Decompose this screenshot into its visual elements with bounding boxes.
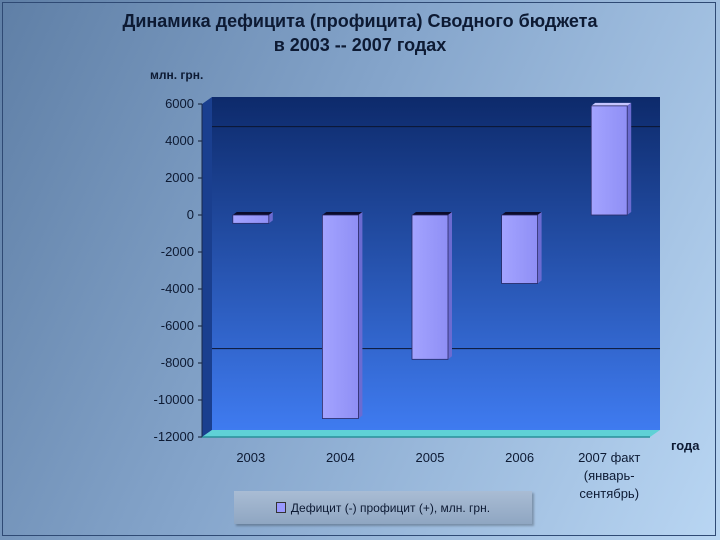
y-tick-label: -2000	[161, 244, 194, 259]
bar-side-face	[358, 212, 363, 419]
y-tick-label: -12000	[154, 429, 194, 444]
bar	[321, 212, 363, 419]
x-tick-label: 2005	[416, 450, 445, 465]
bar-top-face	[591, 102, 632, 106]
legend-swatch	[275, 502, 286, 513]
bar-front-face	[590, 105, 628, 216]
bar-top-face	[232, 212, 273, 215]
x-tick-label: сентябрь)	[579, 486, 639, 501]
y-tick-label: 2000	[165, 170, 194, 185]
x-tick-label: 2007 факт	[578, 450, 640, 465]
chart-title-line1: Динамика дефицита (профицита) Сводного б…	[122, 11, 598, 31]
bar-top-face	[501, 212, 542, 215]
plot-floor	[202, 430, 660, 437]
x-tick-label: 2003	[236, 450, 265, 465]
x-tick-label: 2006	[505, 450, 534, 465]
y-axis-unit-label: млн. грн.	[150, 68, 204, 82]
bar-front-face	[232, 214, 270, 224]
bar-front-face	[411, 214, 449, 360]
y-tick-label: -4000	[161, 281, 194, 296]
legend: Дефицит (-) профицит (+), млн. грн.	[234, 491, 532, 524]
y-tick-label: 4000	[165, 133, 194, 148]
bar	[590, 102, 632, 216]
y-tick-label: 6000	[165, 96, 194, 111]
bar-top-face	[322, 212, 363, 215]
bar	[411, 212, 452, 360]
bar	[501, 212, 542, 284]
y-tick-label: -8000	[161, 355, 194, 370]
x-tick-label: 2004	[326, 450, 355, 465]
bar-side-face	[627, 102, 632, 215]
bar-side-face	[448, 212, 452, 360]
bar-front-face	[501, 214, 539, 284]
bar-side-face	[537, 212, 542, 284]
x-tick-label: (январь-	[584, 468, 635, 483]
plot-side-wall	[202, 97, 212, 437]
y-tick-label: 0	[187, 207, 194, 222]
y-tick-label: -10000	[154, 392, 194, 407]
chart-title-line2: в 2003 -- 2007 годах	[273, 35, 447, 55]
bar-side-face	[268, 212, 273, 224]
bar-front-face	[321, 214, 359, 419]
bar-top-face	[412, 212, 452, 215]
bar	[232, 212, 273, 224]
y-tick-label: -6000	[161, 318, 194, 333]
x-axis-unit-label: года	[671, 438, 700, 453]
legend-label: Дефицит (-) профицит (+), млн. грн.	[290, 500, 491, 515]
